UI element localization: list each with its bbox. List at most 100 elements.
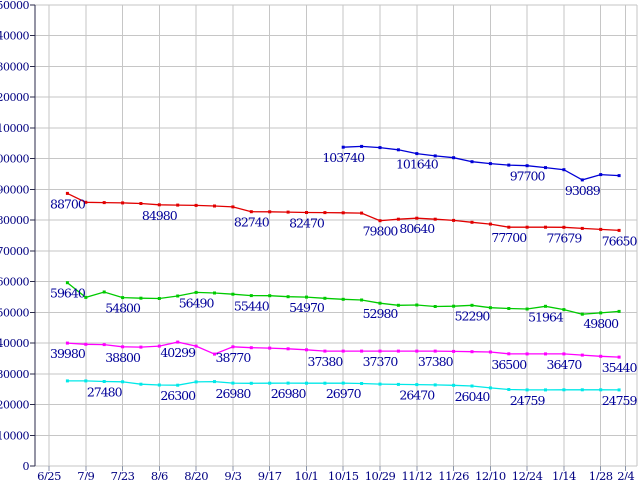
marker-magenta (360, 349, 364, 353)
marker-cyan (507, 388, 511, 391)
marker-magenta (470, 350, 474, 354)
value-label-cyan: 24759 (602, 393, 638, 408)
y-axis-labels: 1500001400001300001200001100001000009000… (0, 0, 30, 473)
x-axis-tick-label: 9/3 (224, 469, 241, 480)
marker-blue (488, 162, 492, 166)
y-axis-tick-label: 40000 (0, 337, 29, 350)
value-label-red: 77700 (491, 230, 527, 245)
marker-blue (452, 156, 456, 160)
marker-red (415, 216, 419, 220)
value-label-red: 88700 (50, 196, 86, 211)
y-axis-tick-label: 60000 (0, 276, 29, 289)
value-label-magenta: 38800 (105, 350, 141, 365)
marker-red (213, 204, 216, 208)
marker-blue (341, 145, 345, 149)
marker-red (470, 220, 474, 224)
marker-blue (507, 163, 511, 167)
value-label-green: 52980 (363, 306, 399, 321)
marker-red (396, 217, 400, 221)
marker-cyan (176, 383, 180, 387)
marker-green (580, 312, 584, 316)
value-label-cyan: 26970 (326, 386, 362, 401)
y-axis-tick-label: 10000 (0, 429, 29, 442)
marker-green (249, 294, 253, 298)
axes (30, 4, 627, 471)
marker-green (194, 290, 198, 294)
x-axis-tick-label: 10/1 (295, 469, 319, 480)
marker-magenta (341, 349, 345, 353)
value-label-magenta: 38770 (216, 350, 252, 365)
marker-magenta (305, 348, 308, 352)
marker-green (305, 295, 308, 299)
marker-green (121, 296, 125, 300)
marker-blue (415, 152, 419, 156)
y-axis-tick-label: 20000 (0, 399, 29, 412)
y-axis-tick-label: 120000 (0, 91, 29, 104)
marker-magenta (268, 346, 272, 350)
marker-magenta (507, 352, 511, 356)
y-axis-tick-label: 30000 (0, 368, 29, 381)
marker-magenta (580, 353, 584, 357)
marker-magenta (176, 340, 180, 344)
value-label-green: 54970 (289, 300, 325, 315)
y-axis-tick-label: 140000 (0, 30, 29, 43)
marker-green (286, 295, 290, 299)
marker-red (433, 217, 437, 221)
data-value-labels: 103740 101640 97700 93089 88700 84980 82740 824… (50, 150, 639, 408)
marker-red (525, 225, 529, 229)
value-label-red: 84980 (142, 208, 178, 223)
marker-red (305, 211, 308, 214)
marker-magenta (544, 352, 547, 356)
marker-blue (470, 160, 474, 164)
marker-blue (433, 154, 437, 158)
y-axis-tick-label: 100000 (0, 153, 29, 166)
marker-cyan (231, 381, 235, 385)
x-axis-tick-label: 12/24 (512, 469, 543, 480)
marker-blue (562, 168, 566, 172)
marker-green (84, 295, 88, 299)
value-label-cyan: 26040 (455, 389, 491, 404)
marker-cyan (65, 379, 69, 383)
marker-blue (617, 174, 621, 178)
value-label-red: 80640 (399, 221, 435, 236)
marker-magenta (396, 349, 400, 353)
marker-red (360, 211, 364, 215)
x-axis-labels: 6/25 7/9 7/23 8/6 8/20 9/3 9/17 10/1 10/15 10/29 1… (37, 469, 635, 483)
marker-blue (544, 166, 547, 170)
marker-green (544, 304, 547, 308)
value-label-red: 77679 (547, 230, 583, 245)
marker-magenta (617, 355, 621, 359)
marker-green (452, 304, 456, 308)
marker-magenta (231, 345, 235, 349)
marker-cyan (157, 383, 161, 387)
marker-green (378, 301, 382, 305)
marker-red (544, 225, 547, 229)
marker-green (507, 307, 511, 310)
marker-magenta (562, 352, 566, 356)
marker-red (341, 211, 345, 215)
x-axis-tick-label: 11/12 (401, 469, 432, 480)
marker-green (268, 294, 272, 298)
marker-cyan (84, 379, 88, 383)
series-lines (65, 144, 621, 392)
marker-magenta (488, 350, 492, 354)
y-axis-tick-label: 80000 (0, 214, 29, 227)
marker-magenta (84, 342, 88, 346)
marker-magenta (157, 344, 161, 348)
marker-cyan (599, 388, 603, 392)
marker-cyan (249, 381, 253, 385)
marker-blue (360, 144, 364, 148)
marker-red (139, 202, 143, 205)
marker-red (194, 203, 198, 207)
marker-cyan (305, 381, 308, 385)
marker-green (213, 291, 216, 295)
marker-red (562, 225, 566, 229)
marker-cyan (562, 388, 566, 392)
marker-cyan (544, 388, 547, 392)
marker-green (341, 297, 345, 301)
marker-magenta (102, 343, 106, 347)
marker-red (121, 201, 125, 205)
marker-magenta (65, 341, 69, 345)
marker-green (102, 290, 106, 294)
